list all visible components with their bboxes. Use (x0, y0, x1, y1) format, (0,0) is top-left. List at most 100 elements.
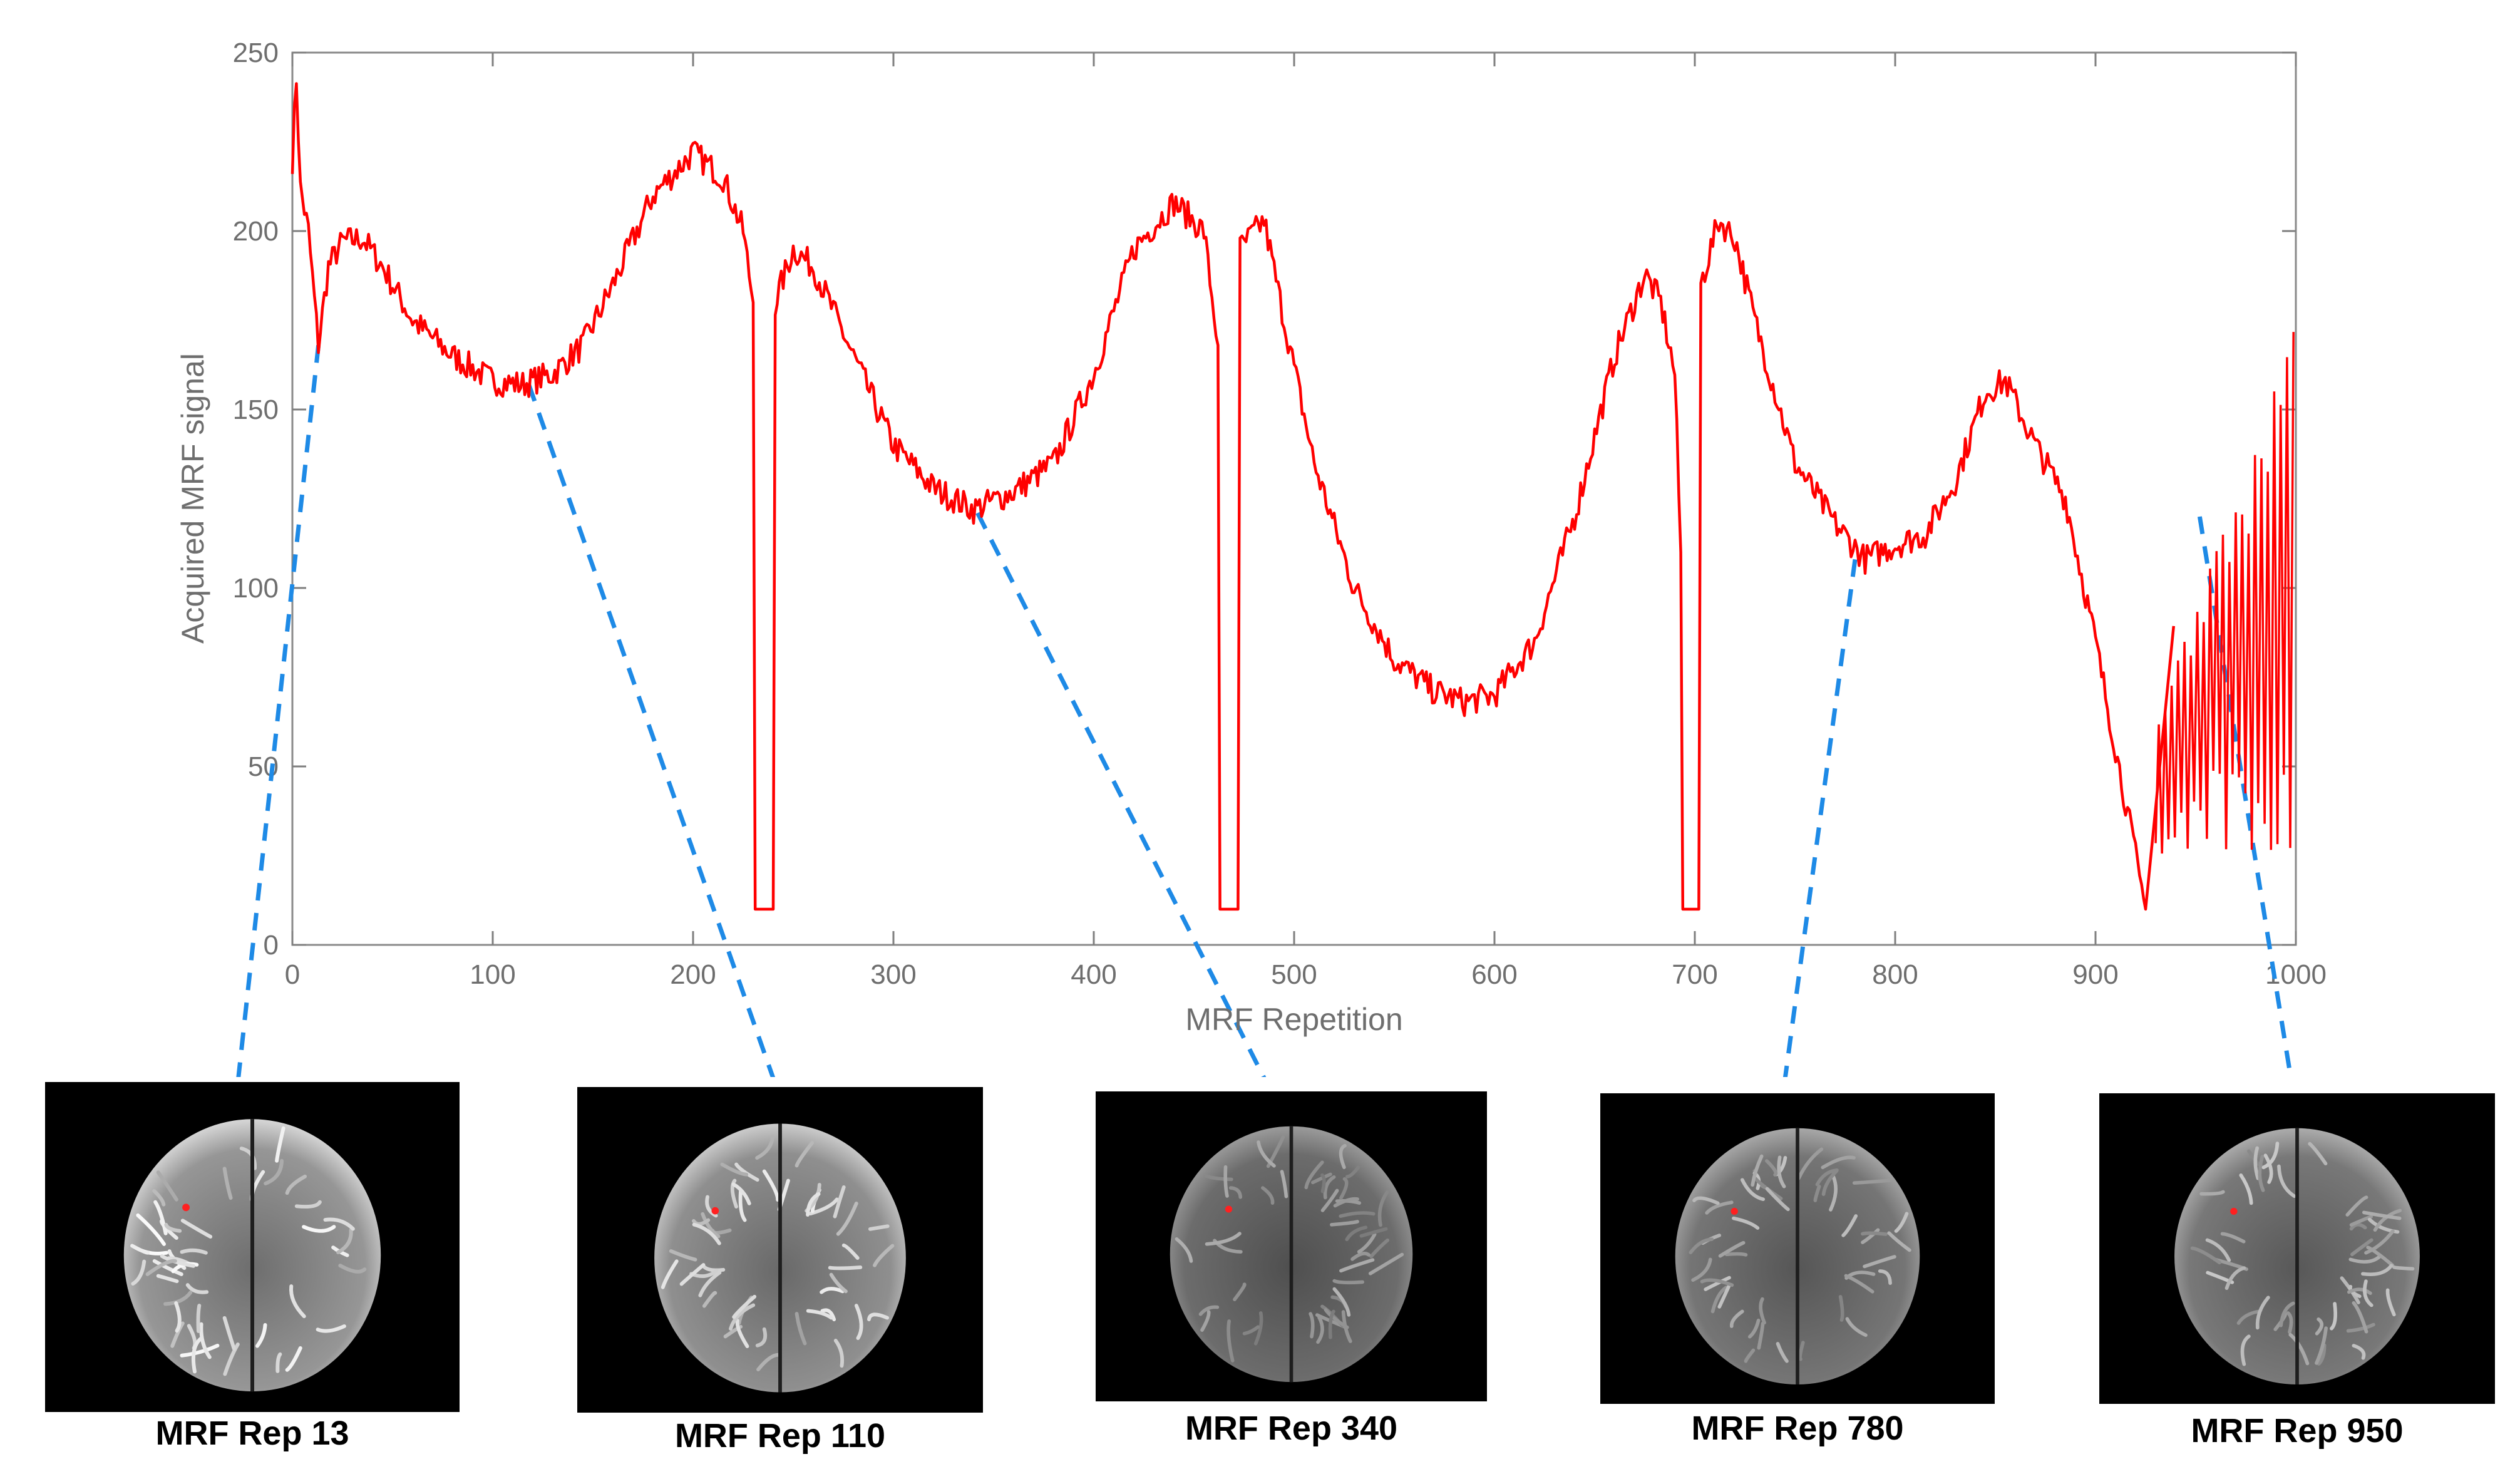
brain-gyrus (275, 1126, 285, 1163)
brain-gyrus (2349, 1215, 2373, 1227)
voxel-marker (182, 1203, 190, 1212)
brain-gyrus (2348, 1255, 2382, 1264)
brain-gyrus (1753, 1176, 1783, 1200)
brain-gyrus (868, 1224, 890, 1231)
brain-gyrus (164, 1222, 182, 1233)
signal-line (291, 82, 2176, 911)
brain-gyrus (2190, 1246, 2221, 1265)
brain-gyrus (873, 1244, 895, 1267)
brain-gyrus (692, 1222, 721, 1245)
brain-gyrus (302, 1225, 336, 1233)
brain-gyrus (2263, 1153, 2273, 1184)
brain-gyrus (1863, 1255, 1896, 1269)
brain-gyrus (1751, 1154, 1764, 1187)
brain-gyrus (701, 1212, 721, 1239)
brain-gyrus (316, 1324, 346, 1333)
brain-gyrus (1304, 1160, 1324, 1190)
brain-gyrus (1228, 1186, 1243, 1199)
brain-image (123, 1119, 381, 1392)
brain-gyrus (2367, 1217, 2400, 1234)
brain-gyrus (2255, 1296, 2270, 1330)
x-tick-label: 100 (470, 959, 515, 990)
brain-panel-2 (577, 1087, 983, 1413)
voxel-marker (2230, 1207, 2238, 1215)
brain-gyrus (1894, 1212, 1909, 1233)
brain-gyrus (1689, 1237, 1714, 1254)
y-tick-label: 200 (233, 216, 279, 247)
brain-gyrus (1253, 1311, 1263, 1346)
brain-gyrus (1320, 1173, 1326, 1193)
brain-gyrus (130, 1244, 150, 1255)
brain-gyrus (705, 1195, 718, 1218)
brain-gyrus (738, 1188, 747, 1222)
brain-gyrus (2352, 1344, 2366, 1360)
brain-image (2174, 1128, 2420, 1384)
panel-caption-4: MRF Rep 780 (1691, 1410, 1904, 1447)
brain-gyrus (2279, 1301, 2295, 1327)
brain-gyrus (2352, 1301, 2368, 1334)
oscillation-region (2154, 332, 2295, 854)
brain-gyrus (833, 1339, 845, 1368)
brain-gyrus (1829, 1175, 1838, 1212)
brain-gyrus (145, 1259, 177, 1276)
brain-gyrus (2315, 1326, 2328, 1365)
brain-gyrus (1198, 1305, 1220, 1316)
brain-gyrus (735, 1319, 749, 1348)
brain-gyrus (1350, 1252, 1371, 1261)
brain-gyrus (1765, 1187, 1790, 1212)
x-tick-label: 900 (2072, 959, 2118, 990)
brain-gyrus (2349, 1222, 2367, 1231)
brain-gyrus (2317, 1343, 2327, 1366)
brain-gyrus (255, 1323, 267, 1348)
brain-gyrus (661, 1259, 679, 1289)
brain-gyrus (2258, 1155, 2265, 1192)
brain-gyrus (755, 1135, 775, 1160)
x-tick-label: 700 (1672, 959, 1717, 990)
x-tick-label: 400 (1071, 959, 1116, 990)
brain-gyrus (156, 1170, 178, 1202)
brain-gyrus (2361, 1264, 2394, 1276)
brain-gyrus (1878, 1269, 1892, 1285)
brain-gyrus (2286, 1311, 2293, 1334)
brain-gyrus (1718, 1240, 1746, 1258)
brain-gyrus (730, 1178, 738, 1209)
brain-gyrus (836, 1201, 858, 1236)
brain-gyrus (2385, 1288, 2396, 1317)
brain-gyrus (2277, 1164, 2296, 1198)
brain-gyrus (1747, 1318, 1761, 1339)
brain-gyrus (723, 1324, 743, 1339)
brain-gyrus (795, 1141, 815, 1168)
brain-gyrus (1339, 1211, 1376, 1219)
brain-gyrus (2261, 1142, 2280, 1170)
brain-gyrus (1798, 1341, 1805, 1361)
x-tick-label: 800 (1872, 959, 1918, 990)
brain-gyrus (222, 1167, 233, 1200)
brain-gyrus (2220, 1232, 2246, 1244)
brain-gyrus (2240, 1334, 2251, 1366)
brain-gyrus (136, 1213, 166, 1246)
y-tick-label: 150 (233, 394, 279, 425)
brain-gyrus (1330, 1220, 1359, 1227)
brain-gyrus (1333, 1197, 1359, 1208)
brain-gyrus (1777, 1155, 1786, 1188)
brain-gyrus (1776, 1342, 1789, 1363)
x-tick-label: 600 (1471, 959, 1517, 990)
brain-gyrus (1841, 1214, 1858, 1237)
brain-gyrus (294, 1200, 322, 1209)
brain-gyrus (2364, 1229, 2395, 1255)
brain-gyrus (1368, 1252, 1404, 1276)
brain-gyrus (223, 1343, 240, 1376)
brain-gyrus (1797, 1147, 1824, 1180)
x-tick-label: 0 (285, 959, 300, 990)
brain-gyrus (1724, 1252, 1748, 1257)
brain-gyrus (720, 1162, 749, 1177)
brain-panel-5 (2099, 1093, 2495, 1404)
brain-gyrus (1309, 1312, 1315, 1339)
brain-gyrus (692, 1218, 711, 1226)
brain-gyrus (163, 1290, 193, 1306)
brain-gyrus (1704, 1276, 1731, 1291)
brain-gyrus (196, 1304, 202, 1333)
brain-gyrus (156, 1274, 179, 1284)
brain-gyrus (1345, 1225, 1368, 1242)
